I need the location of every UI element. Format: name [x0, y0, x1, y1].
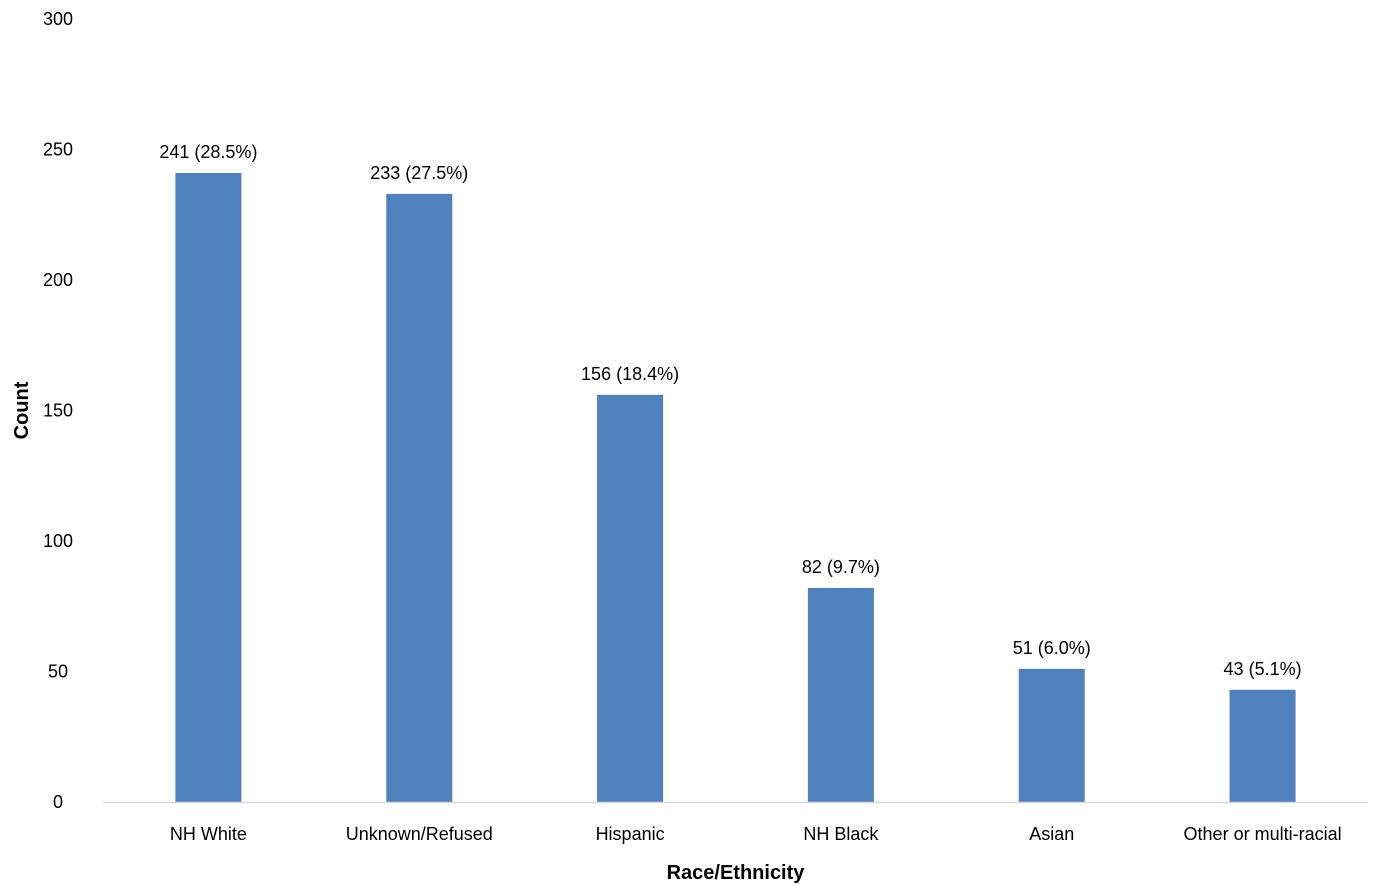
- bar: [807, 587, 874, 802]
- bar-data-label: 43 (5.1%): [1224, 659, 1302, 679]
- y-axis-ticks: 0 50 100 150 200 250 300: [43, 9, 73, 812]
- data-labels-group: 241 (28.5%) 233 (27.5%) 156 (18.4%) 82 (9.7…: [159, 142, 1301, 679]
- y-tick-label: 150: [43, 401, 73, 421]
- y-tick-label: 250: [43, 140, 73, 160]
- x-tick-label: Unknown/Refused: [346, 824, 493, 844]
- x-tick-label: Other or multi-racial: [1184, 824, 1342, 844]
- y-tick-label: 300: [43, 9, 73, 29]
- x-axis-title: Race/Ethnicity: [667, 862, 806, 884]
- bar-data-label: 241 (28.5%): [159, 142, 257, 162]
- bar: [386, 193, 453, 802]
- bars-group: [175, 172, 1296, 803]
- x-tick-label: NH Black: [803, 824, 879, 844]
- bar: [175, 172, 242, 803]
- x-tick-label: Hispanic: [596, 824, 665, 844]
- bar-data-label: 156 (18.4%): [581, 364, 679, 384]
- x-tick-label: NH White: [170, 824, 247, 844]
- bar-data-label: 51 (6.0%): [1013, 638, 1091, 658]
- x-axis-ticks: NH White Unknown/Refused Hispanic NH Black A…: [170, 824, 1342, 844]
- bar-data-label: 233 (27.5%): [370, 163, 468, 183]
- y-tick-label: 0: [53, 792, 63, 812]
- y-tick-label: 100: [43, 531, 73, 551]
- bar: [1229, 689, 1296, 802]
- y-axis-title: Count: [11, 381, 33, 439]
- bar: [597, 394, 664, 802]
- x-tick-label: Asian: [1029, 824, 1074, 844]
- y-tick-label: 50: [48, 662, 68, 682]
- y-tick-label: 200: [43, 270, 73, 290]
- bar-data-label: 82 (9.7%): [802, 557, 880, 577]
- bar: [1018, 668, 1085, 802]
